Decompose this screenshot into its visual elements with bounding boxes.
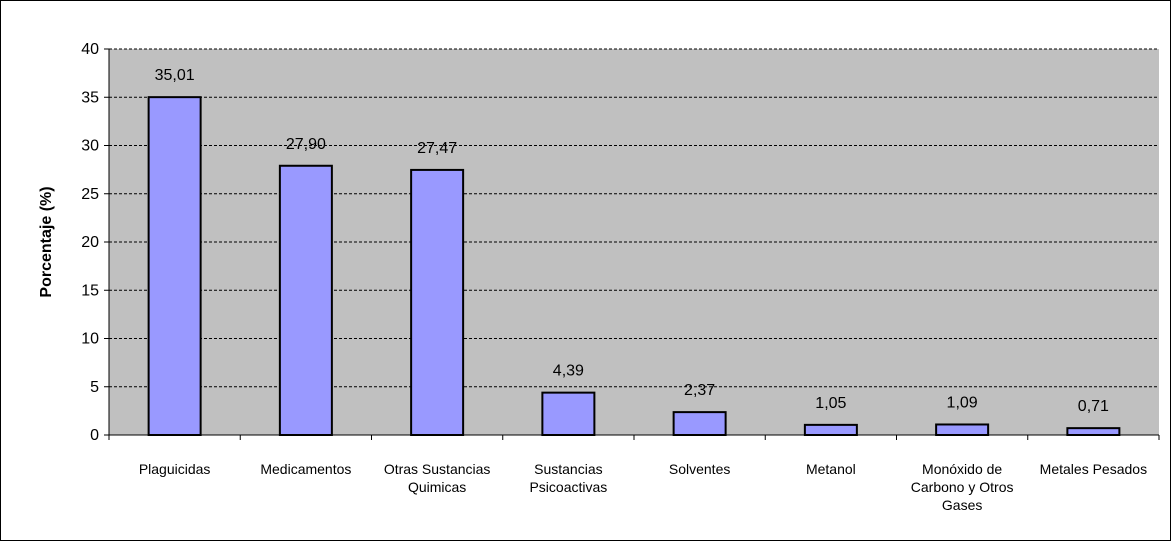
data-label-7: 1,09 — [947, 394, 978, 411]
y-tick-label-10: 10 — [81, 331, 99, 348]
category-label-5: Solventes — [669, 461, 730, 477]
category-label-4: Sustancias Psicoactivas — [529, 461, 607, 495]
category-label-3: Otras Sustancias Quimicas — [384, 461, 491, 495]
y-tick-label-35: 35 — [81, 89, 99, 106]
y-tick-label-15: 15 — [81, 282, 99, 299]
x-category-labels: Plaguicidas Medicamentos Otras Sustancias Q… — [139, 461, 1147, 513]
y-tick-label-30: 30 — [81, 138, 99, 155]
data-label-3: 27,47 — [417, 140, 457, 157]
bar-7 — [935, 423, 990, 437]
bar-5 — [672, 411, 727, 436]
data-label-8: 0,71 — [1078, 398, 1109, 415]
bar-6 — [803, 423, 858, 436]
bars — [147, 96, 1121, 437]
category-label-8: Metales Pesados — [1040, 461, 1147, 477]
bar-1 — [147, 96, 202, 436]
y-axis-title: Porcentaje (%) — [38, 186, 55, 297]
bar-2 — [278, 164, 333, 436]
bar-8 — [1066, 427, 1121, 436]
y-tick-label-40: 40 — [81, 41, 99, 58]
y-tick-labels: 0 5 10 15 20 25 30 35 40 — [81, 41, 99, 444]
category-label-7: Monóxido de Carbono y Otros Gases — [911, 461, 1014, 513]
y-tick-label-0: 0 — [90, 427, 99, 444]
bar-3 — [410, 168, 465, 437]
data-label-4: 4,39 — [553, 363, 584, 380]
y-tick-label-5: 5 — [90, 379, 99, 396]
y-tick-label-25: 25 — [81, 186, 99, 203]
category-label-2: Medicamentos — [260, 461, 351, 477]
data-labels: 35,01 27,90 27,47 4,39 2,37 1,05 1,09 0,71 — [155, 67, 1109, 415]
data-label-5: 2,37 — [684, 382, 715, 399]
axes — [104, 48, 1160, 440]
bar-4 — [541, 391, 596, 437]
y-tick-label-20: 20 — [81, 234, 99, 251]
category-label-1: Plaguicidas — [139, 461, 211, 477]
data-label-1: 35,01 — [155, 67, 195, 84]
data-label-6: 1,05 — [815, 395, 846, 412]
category-label-6: Metanol — [806, 461, 856, 477]
data-label-2: 27,90 — [286, 136, 326, 153]
